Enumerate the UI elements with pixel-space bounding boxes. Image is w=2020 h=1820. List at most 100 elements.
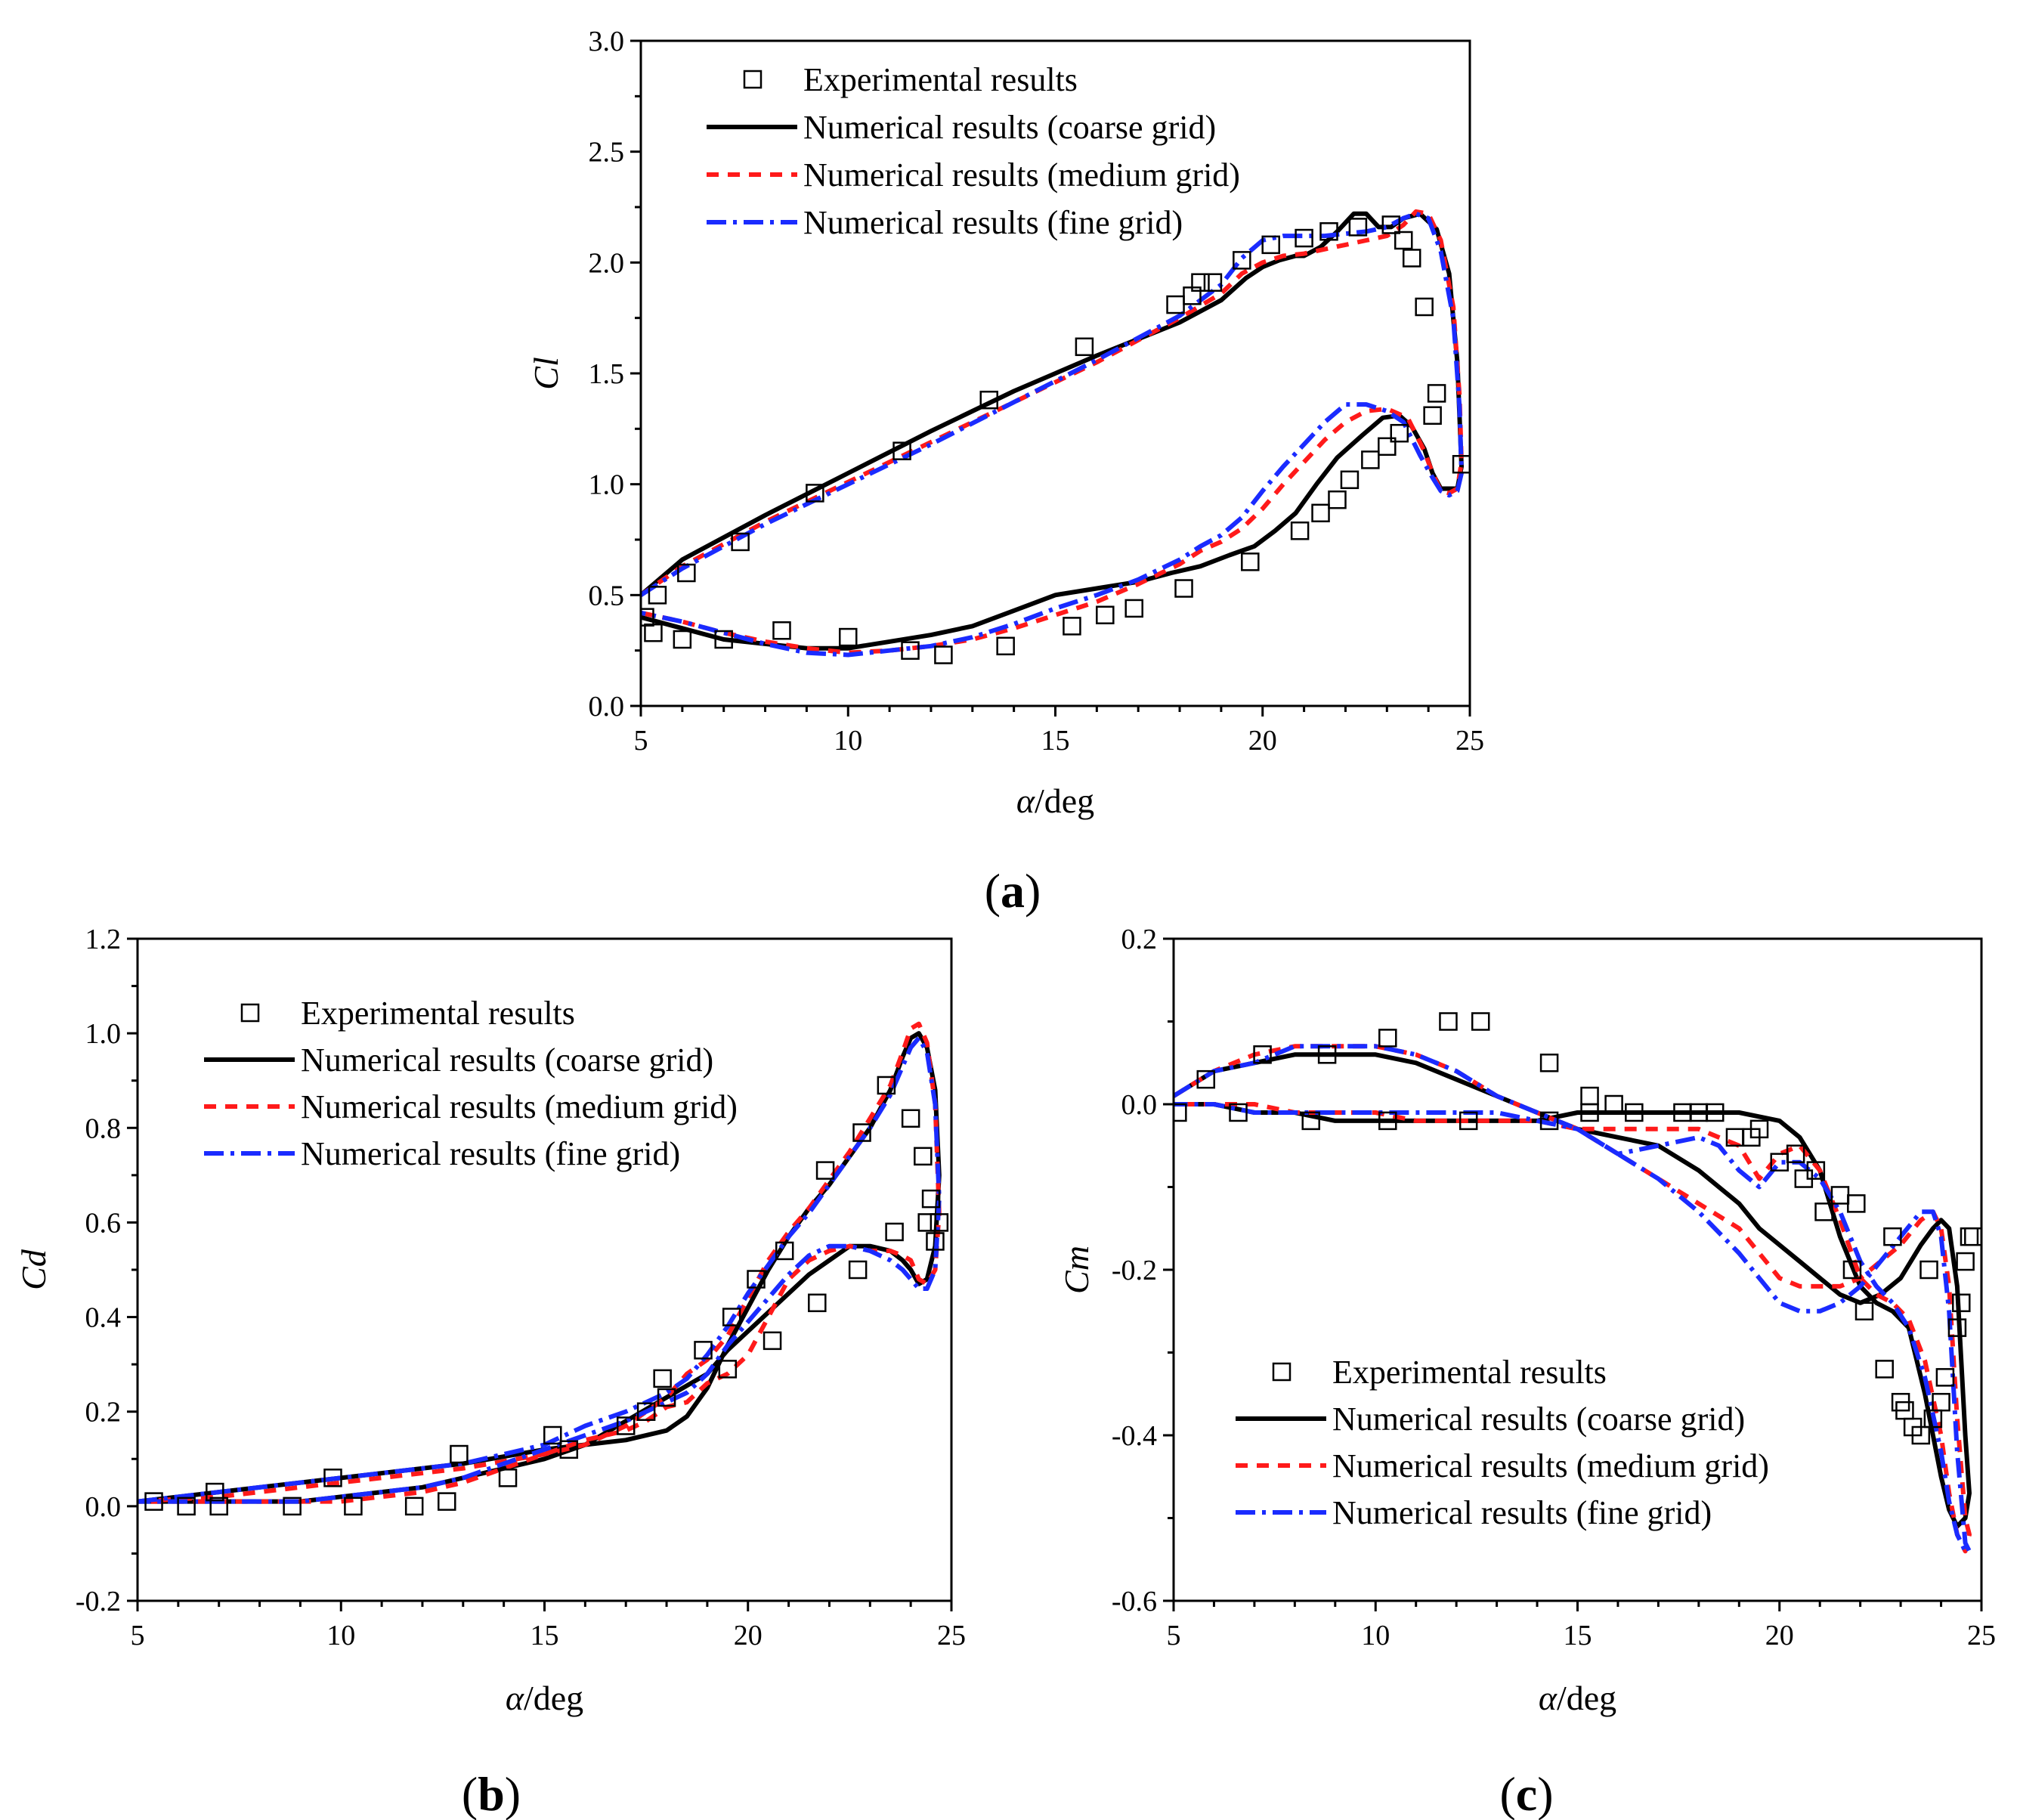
y-tick-label: -0.2 [1112, 1255, 1157, 1286]
legend-label-fine: Numerical results (fine grid) [1332, 1494, 1712, 1531]
y-tick-label: 3.0 [589, 26, 625, 57]
legend-marker-experimental [743, 70, 763, 89]
plot-frame [639, 39, 1471, 707]
x-tick-label: 25 [1455, 725, 1484, 757]
experimental-point [1427, 384, 1446, 403]
experimental-point [438, 1492, 456, 1511]
experimental-point [177, 1497, 196, 1516]
experimental-point [815, 1161, 835, 1180]
experimental-point [852, 1123, 871, 1142]
experimental-point [1459, 1111, 1478, 1131]
panel-label-paren: ( [462, 1767, 478, 1820]
experimental-point [1883, 1227, 1902, 1246]
experimental-point [283, 1497, 302, 1516]
experimental-point [1842, 1260, 1862, 1280]
panel-label: (b) [462, 1767, 521, 1820]
x-tick-label: 20 [1765, 1620, 1794, 1651]
y-tick-label: 1.0 [589, 469, 625, 501]
experimental-point [1580, 1103, 1599, 1122]
y-tick-label: 1.5 [589, 358, 625, 390]
experimental-point [1960, 1227, 1979, 1246]
panel-a-cl-chart: 5 10 15 20 25 0.0 0.5 1.0 1.5 2.0 2.5 3.0 Experiment… [527, 26, 1484, 918]
experimental-point [616, 1416, 636, 1435]
legend-label-medium: Numerical results (medium grid) [1332, 1447, 1769, 1484]
y-tick-label: 0.4 [85, 1302, 122, 1334]
series-line-fine [1174, 1044, 1972, 1554]
series-line-coarse [138, 1031, 942, 1504]
experimental-point [1814, 1202, 1833, 1221]
panel-label-letter: c [1516, 1767, 1537, 1820]
experimental-point [636, 1402, 656, 1421]
experimental-point [404, 1497, 424, 1516]
experimental-point [498, 1469, 518, 1487]
plot-frame [1172, 937, 1983, 1602]
y-tick-label: 0.8 [85, 1113, 122, 1144]
experimental-point [1311, 503, 1330, 523]
x-tick-label: 25 [937, 1620, 966, 1651]
experimental-point [1919, 1260, 1938, 1280]
x-tick-label: 5 [1167, 1620, 1181, 1651]
y-tick-label: 1.0 [85, 1018, 122, 1050]
experimental-point [450, 1444, 469, 1464]
experimental-point [1328, 490, 1347, 509]
experimental-point [694, 1341, 713, 1360]
experimental-point [209, 1497, 228, 1516]
experimental-point [1539, 1111, 1559, 1131]
experimental-point [543, 1425, 562, 1445]
y-tick-label: 0.2 [1121, 924, 1158, 955]
experimental-point [323, 1469, 342, 1487]
experimental-point [921, 1189, 941, 1209]
legend-label-fine: Numerical results (fine grid) [301, 1135, 680, 1172]
x-axis-title-unit: /deg [524, 1679, 583, 1717]
experimental-point [673, 630, 692, 649]
experimental-point [1124, 599, 1143, 618]
experimental-point [1378, 1029, 1397, 1048]
experimental-point [559, 1440, 579, 1459]
y-tick-label: 0.0 [589, 691, 625, 723]
legend-marker-experimental [1272, 1362, 1292, 1382]
legend-label-coarse: Numerical results (coarse grid) [1332, 1401, 1745, 1438]
experimental-point [1295, 228, 1313, 248]
legend-label-coarse: Numerical results (coarse grid) [803, 109, 1216, 146]
series-line-medium [138, 1021, 942, 1504]
y-tick-label: -0.2 [76, 1586, 121, 1617]
x-tick-label: 15 [1041, 725, 1070, 757]
plot-frame [136, 937, 953, 1602]
experimental-point [1911, 1425, 1931, 1445]
experimental-point [1096, 605, 1115, 624]
x-tick-label: 15 [531, 1620, 559, 1651]
experimental-point [1340, 470, 1360, 490]
x-axis-title: α/deg [1016, 782, 1094, 820]
panel-label-paren: ( [985, 864, 1001, 918]
experimental-point [917, 1213, 936, 1232]
experimental-point [1452, 455, 1470, 474]
experimental-point [1394, 231, 1413, 250]
panel-label: (c) [1499, 1767, 1553, 1820]
x-tick-label: 10 [326, 1620, 355, 1651]
legend-label-experimental: Experimental results [301, 995, 575, 1032]
experimental-point [731, 532, 750, 552]
experimental-point [1203, 273, 1223, 292]
experimental-point [1290, 522, 1310, 540]
experimental-point [1947, 1318, 1967, 1337]
experimental-point [848, 1260, 868, 1280]
experimental-point [344, 1497, 363, 1516]
experimental-point [901, 1109, 920, 1128]
experimental-point [1253, 1045, 1272, 1064]
experimental-point [1580, 1086, 1599, 1106]
x-axis-title: α/deg [506, 1679, 583, 1717]
x-axis-title-symbol: α [1016, 782, 1035, 820]
x-tick-label: 20 [1248, 725, 1277, 757]
experimental-point [1471, 1012, 1490, 1031]
experimental-point [914, 1147, 933, 1166]
experimental-point [657, 1388, 676, 1407]
x-tick-label: 10 [1361, 1620, 1390, 1651]
experimental-point [930, 1213, 949, 1232]
legend-label-medium: Numerical results (medium grid) [803, 156, 1240, 193]
y-tick-label: -0.4 [1112, 1420, 1157, 1452]
experimental-point [644, 623, 663, 642]
panel-label: (a) [985, 864, 1041, 918]
series-line-coarse [641, 211, 1464, 651]
experimental-point [1539, 1054, 1559, 1072]
panel-label-paren: ) [1025, 864, 1041, 918]
